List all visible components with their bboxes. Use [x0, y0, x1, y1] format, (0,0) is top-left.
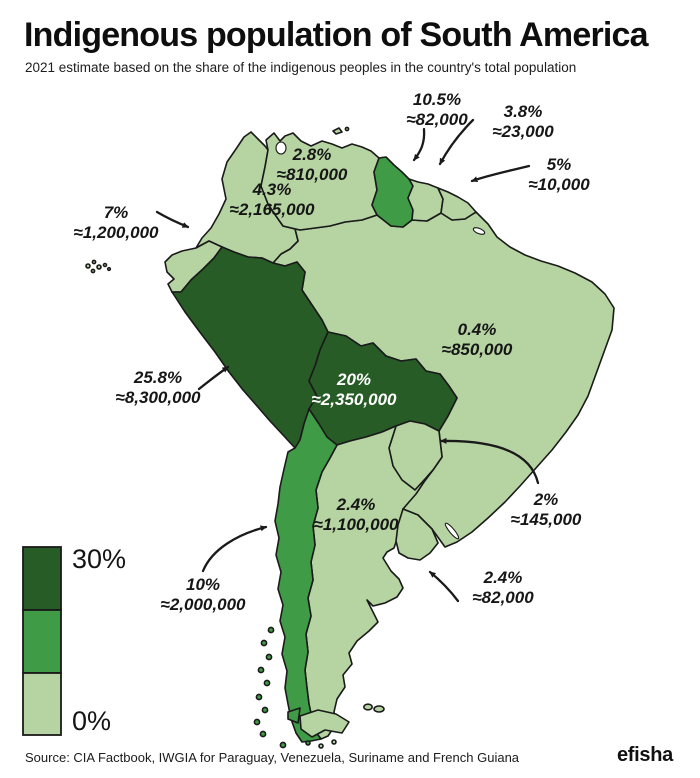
country-uruguay: [395, 508, 439, 561]
arrow-to-french-guiana: [470, 164, 531, 183]
legend-swatch-light: [22, 672, 62, 736]
legend-color-bar: [22, 546, 62, 736]
falkland-islands: [362, 703, 385, 713]
label-french-guiana: 5% ≈10,000: [528, 155, 590, 194]
label-colombia: 4.3% ≈2,165,000: [229, 180, 315, 219]
legend-swatch-dark: [22, 546, 62, 611]
amazon-delta-island: [472, 227, 486, 235]
label-bolivia: 20% ≈2,350,000: [311, 370, 397, 409]
label-uruguay: 2.4% ≈82,000: [472, 568, 534, 607]
arrow-to-paraguay: [439, 437, 540, 485]
trinidad-islands: [332, 126, 350, 135]
chilean-archipelago: [253, 626, 287, 749]
arrow-to-suriname: [438, 118, 475, 166]
legend-swatch-medium: [22, 609, 62, 674]
arrow-to-uruguay: [428, 570, 460, 603]
lake-maracaibo: [275, 141, 287, 155]
country-french-guiana: [437, 187, 477, 221]
label-chile: 10% ≈2,000,000: [160, 575, 246, 614]
legend-max-label: 30%: [72, 544, 127, 574]
label-peru: 25.8% ≈8,300,000: [115, 368, 201, 407]
country-peru: [171, 246, 329, 449]
label-argentina: 2.4% ≈1,100,000: [313, 495, 399, 534]
label-venezuela: 2.8% ≈810,000: [276, 145, 348, 184]
page-title: Indigenous population of South America: [24, 16, 649, 54]
legend-min-label: 0%: [72, 706, 112, 736]
arrow-to-ecuador: [155, 210, 190, 229]
arrow-to-peru: [197, 365, 230, 391]
country-guyana: [371, 156, 414, 228]
subtitle: 2021 estimate based on the share of the …: [25, 60, 577, 75]
tierra-del-fuego: [287, 707, 350, 749]
label-ecuador: 7% ≈1,200,000: [73, 203, 159, 242]
label-suriname: 3.8% ≈23,000: [492, 102, 554, 141]
author-watermark: efisha: [616, 744, 673, 766]
patos-lagoon: [444, 522, 460, 540]
country-suriname: [407, 178, 444, 222]
label-paraguay: 2% ≈145,000: [510, 490, 582, 529]
galapagos-islands: [85, 259, 112, 274]
source-note: Source: CIA Factbook, IWGIA for Paraguay…: [25, 750, 520, 765]
arrow-to-guyana: [412, 127, 426, 162]
label-brazil: 0.4% ≈850,000: [441, 320, 513, 359]
label-guyana: 10.5% ≈82,000: [406, 90, 468, 129]
arrow-to-chile: [201, 525, 268, 573]
